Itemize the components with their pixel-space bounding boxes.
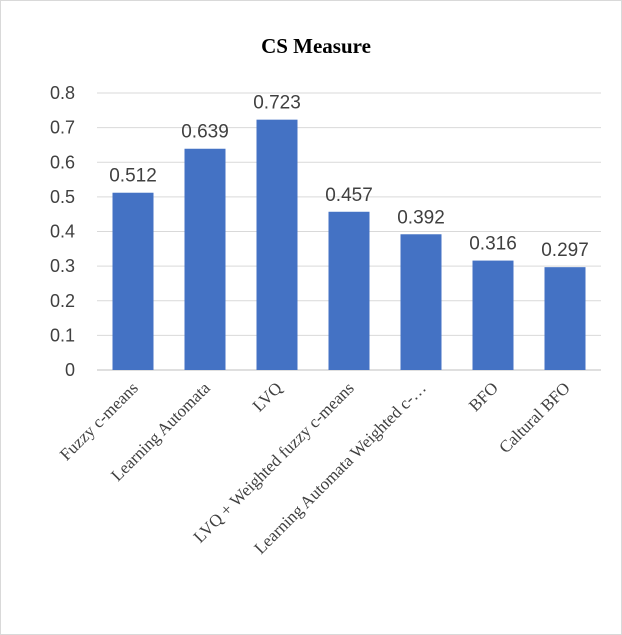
bar	[328, 211, 370, 370]
y-tick-label: 0.2	[50, 291, 75, 311]
data-label: 0.457	[325, 185, 373, 206]
data-label: 0.316	[469, 234, 517, 255]
data-label: 0.512	[109, 166, 157, 187]
y-tick-label: 0.8	[50, 83, 75, 103]
chart-title: CS Measure	[261, 34, 371, 58]
x-tick-label: BFO	[465, 378, 502, 415]
y-tick-label: 0	[65, 360, 75, 380]
data-label: 0.723	[253, 93, 301, 114]
y-tick-label: 0.5	[50, 187, 75, 207]
data-label: 0.297	[541, 240, 589, 261]
bars	[112, 119, 586, 370]
bar	[400, 234, 442, 370]
x-tick-label: Caltural BFO	[495, 378, 574, 457]
bar	[256, 119, 298, 370]
y-tick-label: 0.4	[50, 222, 75, 242]
y-tick-label: 0.6	[50, 152, 75, 172]
y-tick-label: 0.7	[50, 118, 75, 138]
data-labels: 0.512 0.639 0.723 0.457 0.392 0.316 0.297	[109, 93, 589, 262]
bar	[112, 192, 154, 370]
x-tick-label: LVQ	[249, 378, 286, 415]
data-label: 0.392	[397, 207, 445, 228]
y-tick-label: 0.3	[50, 256, 75, 276]
bar	[544, 267, 586, 370]
bar	[472, 260, 514, 370]
data-label: 0.639	[181, 122, 229, 143]
bar	[184, 148, 226, 370]
y-axis-ticks: 0 0.1 0.2 0.3 0.4 0.5 0.6 0.7 0.8	[50, 83, 75, 380]
y-tick-label: 0.1	[50, 325, 75, 345]
